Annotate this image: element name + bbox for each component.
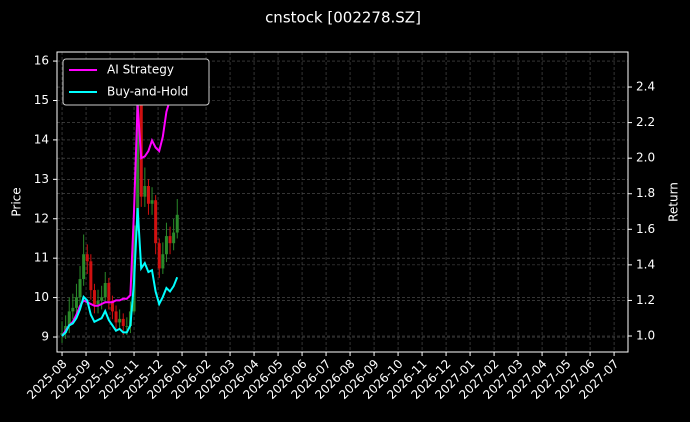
- candle-body: [110, 300, 114, 312]
- candle-body: [71, 307, 75, 312]
- legend-label: AI Strategy: [107, 63, 174, 77]
- y2-tick-label: 1.6: [636, 222, 655, 236]
- y-tick-label: 15: [34, 93, 49, 107]
- y-tick-label: 9: [41, 330, 49, 344]
- plot-frame: [56, 51, 629, 353]
- candle-body: [150, 200, 154, 204]
- candle-body: [100, 297, 104, 301]
- candle-body: [154, 200, 158, 244]
- candle-body: [60, 333, 64, 336]
- candle-body: [125, 325, 129, 327]
- candle-body: [143, 186, 147, 197]
- candle-body: [146, 186, 150, 204]
- candle-body: [103, 283, 107, 298]
- legend: AI Strategy Buy-and-Hold: [62, 58, 210, 106]
- y2-tick-label: 2.2: [636, 115, 655, 129]
- candle-body: [74, 297, 78, 308]
- y2-tick-label: 1.8: [636, 186, 655, 200]
- y-tick-label: 13: [34, 172, 49, 186]
- y-tick-label: 16: [34, 54, 49, 68]
- candle-body: [175, 214, 179, 233]
- candle-body: [114, 311, 118, 323]
- candle-body: [92, 290, 96, 305]
- y-tick-label: 12: [34, 211, 49, 225]
- candle-body: [107, 283, 111, 301]
- candle-body: [139, 74, 143, 197]
- y2-tick-label: 1.0: [636, 328, 655, 342]
- y-axis-label: Price: [10, 187, 24, 216]
- y-tick-label: 14: [34, 132, 49, 146]
- chart-title: cnstock [002278.SZ]: [265, 9, 421, 27]
- y2-tick-label: 2.0: [636, 151, 655, 165]
- candle-body: [85, 254, 89, 262]
- candle-body: [96, 300, 100, 305]
- candle-body: [121, 318, 125, 326]
- candle-body: [168, 236, 172, 244]
- y2-tick-label: 2.4: [636, 80, 655, 94]
- candle-body: [78, 279, 82, 298]
- y2-axis-label: Return: [667, 182, 681, 222]
- legend-label: Buy-and-Hold: [107, 85, 188, 99]
- y-tick-label: 11: [34, 251, 49, 265]
- candle-body: [164, 236, 168, 255]
- return-line: [61, 207, 179, 337]
- candle-body: [118, 318, 122, 323]
- y2-tick-label: 1.2: [636, 293, 655, 307]
- candle-body: [82, 254, 86, 280]
- candle-body: [136, 74, 140, 226]
- candle-body: [67, 311, 71, 326]
- candle-body: [157, 243, 161, 269]
- candle-body: [89, 261, 93, 291]
- candle-body: [161, 254, 165, 269]
- legend-box: [62, 58, 210, 106]
- y-tick-label: 10: [34, 290, 49, 304]
- y2-tick-label: 1.4: [636, 257, 655, 271]
- candle-body: [172, 232, 176, 244]
